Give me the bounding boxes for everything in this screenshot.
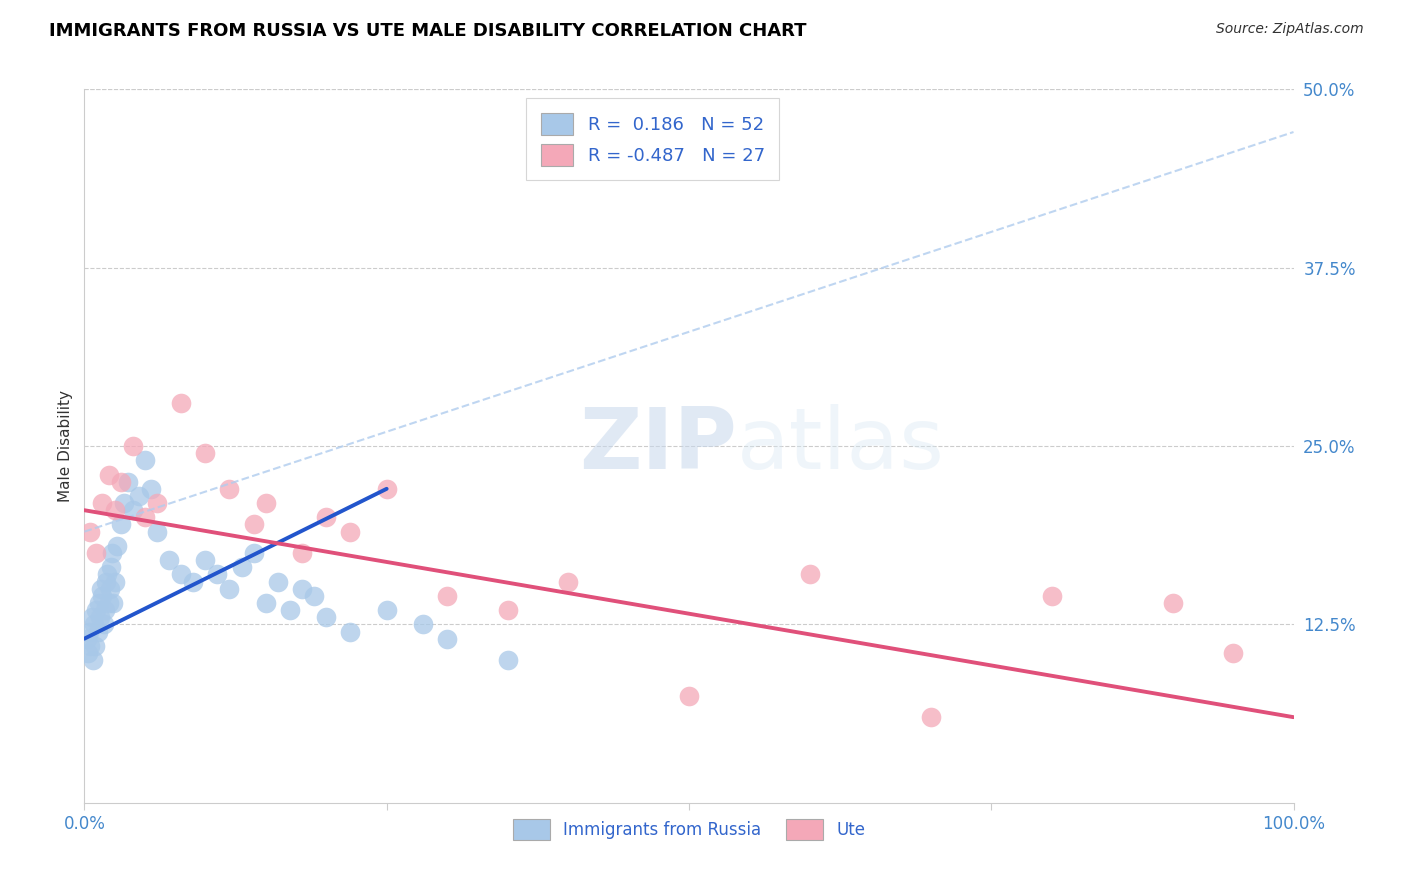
Point: [157, 553, 180, 567]
Point: [375, 603, 398, 617]
Point: [76, 632, 98, 646]
Point: [339, 524, 361, 539]
Point: [121, 439, 143, 453]
Point: [315, 510, 337, 524]
Point: [207, 567, 229, 582]
Point: [98, 582, 121, 596]
Point: [82, 653, 104, 667]
Point: [194, 446, 217, 460]
Point: [496, 653, 519, 667]
Text: IMMIGRANTS FROM RUSSIA VS UTE MALE DISABILITY CORRELATION CHART: IMMIGRANTS FROM RUSSIA VS UTE MALE DISAB…: [49, 22, 807, 40]
Y-axis label: Male Disability: Male Disability: [58, 390, 73, 502]
Point: [920, 710, 942, 724]
Point: [128, 489, 150, 503]
Point: [1040, 589, 1063, 603]
Point: [1161, 596, 1184, 610]
Point: [103, 596, 125, 610]
Point: [86, 546, 108, 560]
Point: [181, 574, 204, 589]
Point: [91, 589, 114, 603]
Text: ZIP: ZIP: [579, 404, 737, 488]
Point: [91, 496, 114, 510]
Point: [170, 567, 193, 582]
Point: [105, 539, 128, 553]
Point: [146, 496, 169, 510]
Point: [86, 624, 108, 639]
Point: [121, 503, 143, 517]
Point: [87, 596, 110, 610]
Point: [86, 603, 108, 617]
Point: [218, 482, 240, 496]
Point: [375, 482, 398, 496]
Point: [242, 546, 264, 560]
Point: [242, 517, 264, 532]
Point: [194, 553, 217, 567]
Point: [231, 560, 253, 574]
Legend: Immigrants from Russia, Ute: Immigrants from Russia, Ute: [505, 811, 873, 848]
Point: [218, 582, 240, 596]
Point: [278, 603, 301, 617]
Point: [1222, 646, 1244, 660]
Point: [79, 639, 101, 653]
Point: [104, 503, 127, 517]
Point: [112, 496, 135, 510]
Point: [79, 524, 101, 539]
Point: [254, 496, 277, 510]
Point: [93, 617, 115, 632]
Point: [170, 396, 193, 410]
Point: [117, 475, 139, 489]
Point: [100, 560, 122, 574]
Point: [436, 632, 458, 646]
Point: [110, 517, 132, 532]
Point: [134, 510, 156, 524]
Text: Source: ZipAtlas.com: Source: ZipAtlas.com: [1216, 22, 1364, 37]
Point: [104, 574, 127, 589]
Point: [83, 617, 105, 632]
Point: [799, 567, 821, 582]
Point: [302, 589, 325, 603]
Point: [146, 524, 169, 539]
Point: [97, 467, 120, 482]
Point: [291, 582, 314, 596]
Point: [90, 582, 112, 596]
Point: [96, 567, 118, 582]
Text: atlas: atlas: [737, 404, 945, 488]
Point: [97, 596, 120, 610]
Point: [134, 453, 156, 467]
Point: [315, 610, 337, 624]
Point: [110, 475, 132, 489]
Point: [139, 482, 162, 496]
Point: [254, 596, 277, 610]
Point: [496, 603, 519, 617]
Point: [80, 610, 103, 624]
Point: [678, 689, 700, 703]
Point: [77, 624, 100, 639]
Point: [84, 639, 107, 653]
Point: [412, 617, 434, 632]
Point: [77, 646, 100, 660]
Point: [436, 589, 458, 603]
Point: [94, 574, 117, 589]
Point: [267, 574, 290, 589]
Point: [89, 610, 111, 624]
Point: [339, 624, 361, 639]
Point: [557, 574, 579, 589]
Point: [101, 546, 124, 560]
Point: [94, 603, 117, 617]
Point: [291, 546, 314, 560]
